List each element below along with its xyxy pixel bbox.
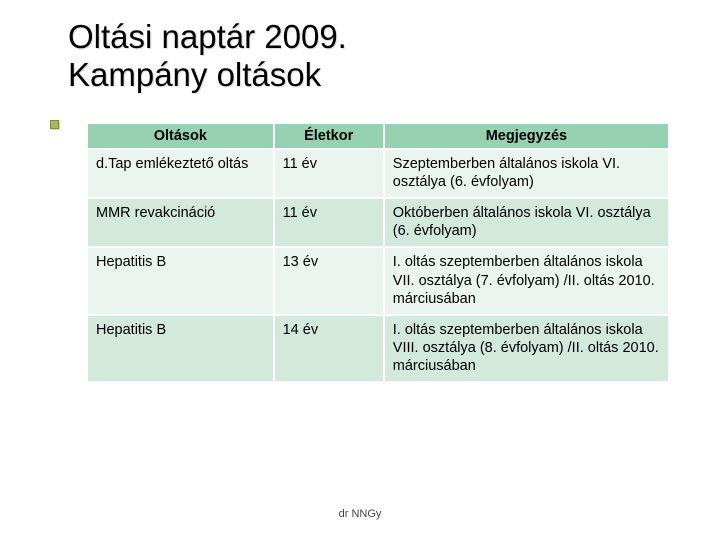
title-line-1: Oltási naptár 2009. [68,18,347,55]
col-header-megjegyzes: Megjegyzés [384,124,668,149]
table-row: Hepatitis B 14 év I. oltás szeptemberben… [88,315,668,382]
table-row: d.Tap emlékeztető oltás 11 év Szeptember… [88,149,668,198]
cell-eletkor: 11 év [274,198,384,247]
vaccination-table: Oltások Életkor Megjegyzés d.Tap emlékez… [88,124,668,383]
cell-oltas: d.Tap emlékeztető oltás [88,149,274,198]
cell-megjegyzes: Októberben általános iskola VI. osztálya… [384,198,668,247]
cell-megjegyzes: Szeptemberben általános iskola VI. osztá… [384,149,668,198]
footer-author: dr NNGy [0,508,720,520]
col-header-eletkor: Életkor [274,124,384,149]
cell-oltas: MMR revakcináció [88,198,274,247]
table-header-row: Oltások Életkor Megjegyzés [88,124,668,149]
vaccination-table-wrap: Oltások Életkor Megjegyzés d.Tap emlékez… [88,124,668,383]
table-row: Hepatitis B 13 év I. oltás szeptemberben… [88,247,668,314]
table-row: MMR revakcináció 11 év Októberben általá… [88,198,668,247]
cell-oltas: Hepatitis B [88,247,274,314]
cell-oltas: Hepatitis B [88,315,274,382]
col-header-oltasok: Oltások [88,124,274,149]
cell-eletkor: 14 év [274,315,384,382]
title-line-2: Kampány oltások [68,56,321,93]
cell-megjegyzes: I. oltás szeptemberben általános iskola … [384,315,668,382]
cell-eletkor: 11 év [274,149,384,198]
cell-megjegyzes: I. oltás szeptemberben általános iskola … [384,247,668,314]
slide-title: Oltási naptár 2009. Kampány oltások [68,18,720,94]
bullet-decor [50,120,59,129]
cell-eletkor: 13 év [274,247,384,314]
